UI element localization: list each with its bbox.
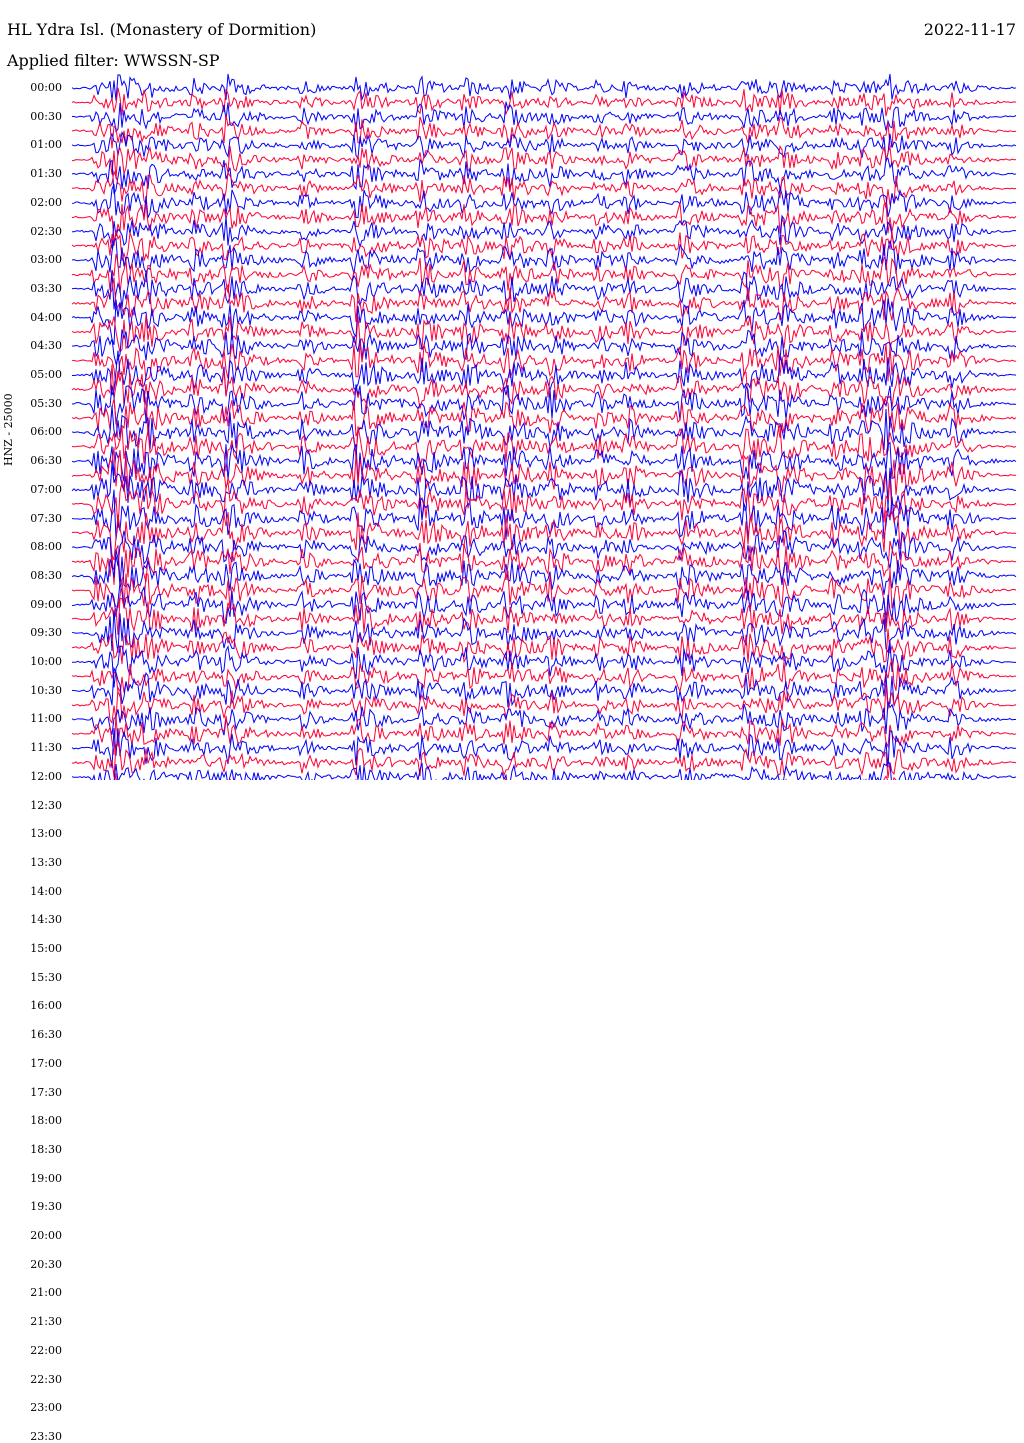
trace-line xyxy=(71,201,1017,241)
trace-line xyxy=(71,701,1016,736)
tick-label: 09:30 xyxy=(30,626,62,640)
trace-line xyxy=(71,510,1017,561)
tick-label: 10:00 xyxy=(30,655,62,668)
trace-line xyxy=(71,157,1017,195)
trace-line xyxy=(72,641,1017,688)
tick-label: 00:00 xyxy=(30,81,62,94)
trace-line xyxy=(71,479,1017,528)
tick-label: 11:00 xyxy=(30,712,62,726)
tick-label: 23:00 xyxy=(30,1401,62,1415)
tick-label: 12:00 xyxy=(30,769,62,783)
trace-line xyxy=(71,87,1017,117)
trace-line xyxy=(71,714,1017,755)
tick-label: 03:00 xyxy=(30,253,62,267)
tick-label: 10:30 xyxy=(30,683,62,697)
trace-line xyxy=(72,329,1017,366)
trace-line xyxy=(71,253,1017,293)
helicorder-plot xyxy=(71,73,1017,780)
tick-label: 01:00 xyxy=(30,138,62,152)
tick-label: 05:30 xyxy=(30,396,62,410)
tick-label: 12:30 xyxy=(30,798,62,812)
trace-line xyxy=(71,237,1017,274)
tick-label: 19:30 xyxy=(30,1200,62,1214)
tick-label: 18:30 xyxy=(30,1142,62,1156)
tick-label: 07:30 xyxy=(30,511,62,525)
trace-line xyxy=(71,101,1017,133)
tick-label: 05:00 xyxy=(30,368,62,381)
trace-line xyxy=(71,658,1017,699)
tick-label: 13:30 xyxy=(30,855,62,869)
tick-label: 16:30 xyxy=(30,1028,62,1042)
tick-label: 14:00 xyxy=(30,884,62,898)
trace-line xyxy=(71,447,1017,500)
trace-line xyxy=(71,760,1017,780)
tick-label: 04:00 xyxy=(30,310,62,324)
trace-line xyxy=(71,396,1017,442)
trace-line xyxy=(71,441,1017,482)
trace-line xyxy=(71,424,1017,472)
date-label: 2022-11-17 xyxy=(923,20,1016,39)
trace-line xyxy=(71,463,1017,512)
trace-line xyxy=(71,529,1016,571)
trace-line xyxy=(71,549,1017,595)
tick-label: 02:30 xyxy=(30,224,62,238)
trace-line xyxy=(71,609,1017,654)
tick-label: 21:00 xyxy=(30,1286,62,1300)
trace-line xyxy=(71,170,1017,209)
tick-label: 02:00 xyxy=(30,195,62,209)
trace-line xyxy=(72,350,1017,396)
trace-line xyxy=(71,684,1017,725)
trace-line xyxy=(71,728,1017,768)
tick-label: 15:00 xyxy=(30,942,62,955)
trace-line xyxy=(71,230,1017,263)
tick-label: 06:30 xyxy=(30,454,62,468)
trace-line xyxy=(71,741,1017,779)
tick-label: 13:00 xyxy=(30,827,62,841)
tick-label: 22:30 xyxy=(30,1372,62,1386)
tick-label: 23:30 xyxy=(30,1429,62,1443)
trace-line xyxy=(71,384,1017,425)
tick-label: 15:30 xyxy=(30,970,62,984)
tick-label: 01:30 xyxy=(30,167,62,181)
tick-label: 04:30 xyxy=(30,339,62,353)
trace-line xyxy=(71,628,1017,664)
trace-line xyxy=(71,184,1017,219)
trace-line xyxy=(71,130,1017,163)
station-title: HL Ydra Isl. (Monastery of Dormition) xyxy=(7,20,317,39)
tick-label: 11:30 xyxy=(30,741,62,755)
trace-line xyxy=(71,277,1017,323)
tick-label: 21:30 xyxy=(30,1315,62,1329)
trace-line xyxy=(71,314,1017,354)
tick-label: 14:30 xyxy=(30,913,62,927)
tick-label: 22:00 xyxy=(30,1343,62,1357)
trace-line xyxy=(71,540,1017,585)
tick-label: 19:00 xyxy=(30,1171,62,1185)
trace-line xyxy=(71,405,1017,455)
trace-line xyxy=(71,298,1017,345)
tick-label: 08:00 xyxy=(30,540,62,554)
tick-label: 06:00 xyxy=(30,425,62,439)
trace-line xyxy=(71,597,1017,635)
trace-line xyxy=(71,568,1017,616)
trace-line xyxy=(71,364,1017,409)
trace-line xyxy=(71,73,1017,101)
tick-label: 18:00 xyxy=(30,1114,62,1128)
tick-label: 08:30 xyxy=(30,568,62,582)
tick-label: 00:30 xyxy=(30,109,62,123)
trace-line xyxy=(71,666,1017,708)
tick-label: 17:30 xyxy=(30,1085,62,1099)
tick-label: 09:00 xyxy=(30,597,62,611)
trace-line xyxy=(71,582,1017,628)
tick-label: 16:00 xyxy=(30,999,62,1013)
tick-label: 03:30 xyxy=(30,281,62,295)
trace-line xyxy=(71,144,1017,179)
tick-label: 07:00 xyxy=(30,482,62,496)
trace-line xyxy=(72,214,1017,249)
tick-label: 17:00 xyxy=(30,1056,62,1070)
filter-label: Applied filter: WWSSN-SP xyxy=(7,51,220,70)
tick-label: 20:30 xyxy=(30,1257,62,1271)
tick-label: 20:00 xyxy=(30,1229,62,1242)
trace-line xyxy=(71,114,1017,149)
